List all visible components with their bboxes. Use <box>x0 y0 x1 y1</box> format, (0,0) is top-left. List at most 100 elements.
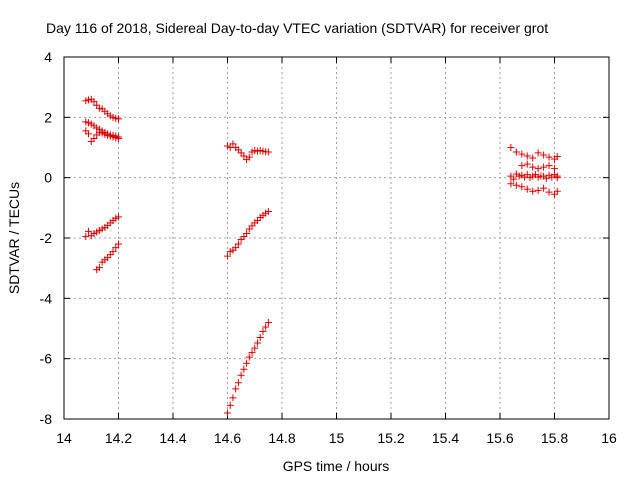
data-point <box>243 359 251 367</box>
data-point <box>534 165 542 173</box>
data-point <box>245 153 253 161</box>
data-point <box>540 151 548 159</box>
data-point <box>240 365 248 373</box>
y-tick-label: -2 <box>40 230 53 246</box>
data-point <box>534 149 542 157</box>
data-point <box>82 232 90 240</box>
data-point <box>553 187 561 195</box>
data-point <box>529 154 537 162</box>
data-point <box>245 353 253 361</box>
data-point <box>248 349 256 357</box>
data-point <box>507 144 515 151</box>
data-point <box>523 160 531 168</box>
series-s7 <box>224 207 272 260</box>
y-tick-label: -6 <box>40 351 53 367</box>
data-point <box>512 181 520 189</box>
series-s9 <box>507 144 561 163</box>
series-s6 <box>224 140 272 164</box>
x-tick-label: 16 <box>601 430 617 446</box>
series-s11 <box>507 180 561 198</box>
data-point <box>232 244 240 252</box>
data-point <box>232 385 240 393</box>
data-point <box>540 163 548 171</box>
x-tick-label: 15.8 <box>541 430 568 446</box>
data-point <box>237 371 245 379</box>
data-point <box>229 140 237 148</box>
data-point <box>240 152 248 160</box>
data-point <box>526 174 534 182</box>
data-point <box>234 379 242 387</box>
data-point <box>264 207 272 215</box>
y-tick-label: 2 <box>44 109 52 125</box>
data-point <box>534 186 542 194</box>
data-point <box>553 174 561 182</box>
data-point <box>243 229 251 237</box>
data-point <box>537 172 545 180</box>
data-point <box>518 183 526 191</box>
data-point <box>512 148 520 156</box>
data-point <box>523 152 531 160</box>
data-point <box>264 318 272 326</box>
data-point <box>224 409 231 417</box>
series-s4 <box>82 213 122 240</box>
data-point <box>259 328 267 336</box>
data-point <box>515 172 523 180</box>
data-point <box>507 180 515 188</box>
data-point <box>545 188 553 196</box>
x-tick-label: 15 <box>329 430 345 446</box>
x-tick-label: 15.6 <box>486 430 513 446</box>
data-point <box>529 163 537 171</box>
data-point <box>229 394 237 402</box>
data-point <box>109 248 117 256</box>
data-point <box>523 185 531 193</box>
data-point <box>90 134 98 142</box>
data-point <box>545 153 553 161</box>
x-tick-label: 15.2 <box>377 430 404 446</box>
y-tick-label: 0 <box>44 170 52 186</box>
x-tick-label: 14.8 <box>268 430 295 446</box>
x-axis-label: GPS time / hours <box>283 458 390 474</box>
data-point <box>518 162 526 170</box>
data-point <box>115 115 122 123</box>
data-point <box>510 175 518 183</box>
data-point <box>548 173 556 181</box>
data-point <box>542 174 550 182</box>
data-point <box>224 252 231 260</box>
data-point <box>234 240 242 248</box>
data-point <box>251 344 259 352</box>
x-tick-label: 14.4 <box>159 430 186 446</box>
y-tick-label: -4 <box>40 290 53 306</box>
series-s3 <box>82 127 122 145</box>
y-tick-label: -8 <box>40 411 53 427</box>
data-point <box>545 162 553 170</box>
data-point <box>521 173 529 181</box>
data-point <box>540 184 548 192</box>
data-point <box>115 213 122 221</box>
data-point <box>256 334 264 342</box>
data-point <box>85 130 93 138</box>
data-point <box>553 153 561 161</box>
data-point <box>518 150 526 158</box>
chart-title: Day 116 of 2018, Sidereal Day-to-day VTE… <box>46 20 548 36</box>
series-s13 <box>518 160 558 173</box>
x-tick-label: 15.4 <box>432 430 459 446</box>
x-tick-label: 14.2 <box>105 430 132 446</box>
data-points <box>82 95 561 417</box>
grid <box>64 57 609 419</box>
data-point <box>112 244 120 252</box>
data-point <box>531 171 539 179</box>
data-point <box>264 148 272 156</box>
x-tick-label: 14 <box>56 430 72 446</box>
data-point <box>115 240 122 248</box>
data-point <box>551 165 558 173</box>
y-axis-label: SDTVAR / TECUs <box>6 182 22 294</box>
axes-ticks: 14 14.2 14.4 14.6 14.8 15 15.2 15.4 15.6 15.8 16 -8… <box>40 49 617 446</box>
series-s5 <box>93 240 122 274</box>
data-point <box>226 401 234 409</box>
series-s12 <box>510 171 561 183</box>
data-point <box>85 227 93 235</box>
data-point <box>95 264 103 272</box>
data-point <box>90 98 98 106</box>
data-point <box>253 339 261 347</box>
